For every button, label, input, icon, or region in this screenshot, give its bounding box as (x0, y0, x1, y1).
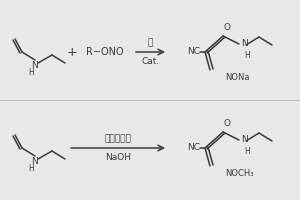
Text: NaOH: NaOH (105, 152, 131, 162)
Text: N: N (32, 157, 38, 166)
Text: 甲基化试剂: 甲基化试剂 (105, 134, 131, 144)
Text: N: N (32, 61, 38, 70)
Text: H: H (28, 68, 34, 77)
Text: Cat.: Cat. (141, 56, 160, 66)
Text: H: H (28, 164, 34, 173)
Text: R−ONO: R−ONO (86, 47, 124, 57)
Text: H: H (244, 51, 250, 60)
Text: NC: NC (187, 47, 200, 56)
Text: N: N (241, 134, 248, 144)
Text: NC: NC (187, 144, 200, 152)
Text: O: O (224, 119, 230, 128)
Text: 第: 第 (148, 38, 153, 47)
Text: O: O (224, 23, 230, 32)
Text: NOCH₃: NOCH₃ (225, 169, 254, 178)
Text: +: + (67, 46, 77, 58)
Text: H: H (244, 147, 250, 156)
Text: NONa: NONa (225, 73, 250, 82)
Text: N: N (241, 38, 248, 47)
